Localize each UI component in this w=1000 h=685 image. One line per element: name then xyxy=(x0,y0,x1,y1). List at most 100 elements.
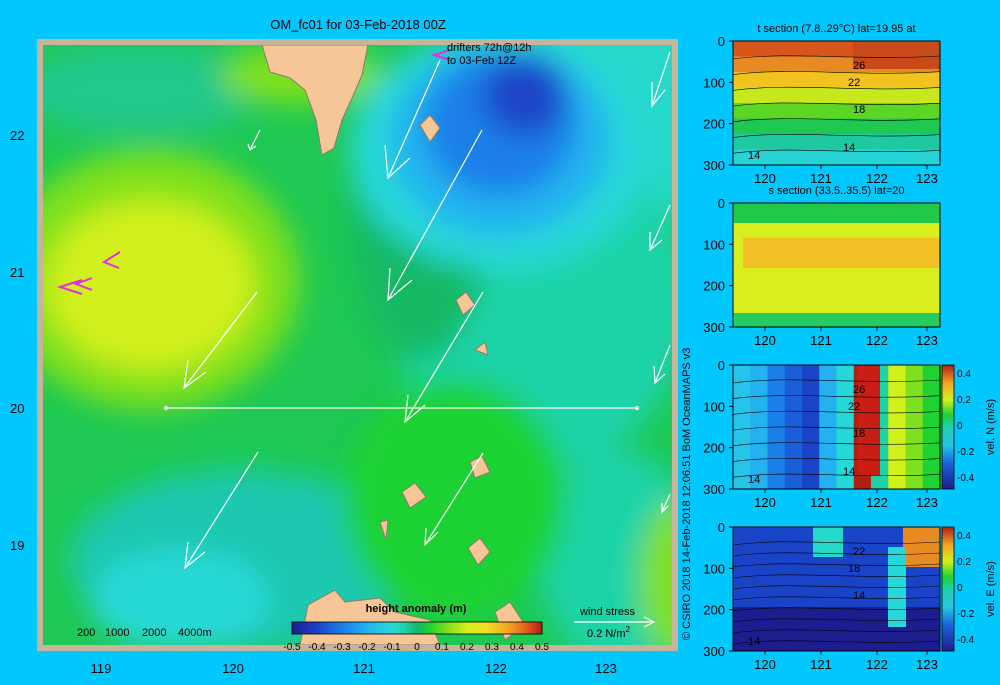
panel-frame xyxy=(732,202,941,328)
colorbar-ticks: -0.5 -0.4 -0.3 -0.2 -0.1 0 0.1 0.2 0.3 0.4 0.5 xyxy=(283,642,549,653)
temp-band xyxy=(733,118,940,135)
panel-x-tick: 122 xyxy=(866,495,888,510)
map-x-tick-120: 120 xyxy=(222,661,244,676)
depth-legend-1000: 1000 xyxy=(105,627,129,639)
contour-line xyxy=(732,585,941,590)
colorbar-tick: 0.3 xyxy=(485,642,499,653)
map-title: OM_fc01 for 03-Feb-2018 00Z xyxy=(270,17,446,32)
map-y-tick-19: 19 xyxy=(10,538,24,553)
map-field: 200 1000 2000 4000m wind stress 0.2 N/m2 xyxy=(43,45,672,645)
contour-label: 14 xyxy=(843,142,855,154)
contour-line xyxy=(732,607,941,612)
wind-stress-label: wind stress xyxy=(579,606,636,618)
velocity-colorbar-tick: 0.4 xyxy=(957,369,971,380)
panel-frame xyxy=(732,526,941,652)
panel-y-tick: 200 xyxy=(703,117,725,132)
panel-x-tick: 121 xyxy=(810,495,832,510)
contour-line xyxy=(732,71,941,76)
colorbar-tick: -0.4 xyxy=(308,642,326,653)
velocity-colorbar-tick: 0.4 xyxy=(957,531,971,542)
drifter-tracks xyxy=(43,49,451,296)
panel-y-tick: 0 xyxy=(718,196,725,211)
island-6 xyxy=(379,519,389,541)
contour-line xyxy=(732,640,941,645)
contour-line xyxy=(732,563,941,568)
velocity-colorbar xyxy=(941,364,955,490)
velocity-colorbar-tick: -0.2 xyxy=(957,609,975,620)
velocity-colorbar-tick: -0.2 xyxy=(957,447,975,458)
velocity-colorbar xyxy=(941,526,955,652)
panel-y-tick: 300 xyxy=(703,644,725,659)
contour-line xyxy=(732,473,941,478)
temp-band xyxy=(733,134,940,151)
section-panel-1: t section (7.8..29°C) lat=19.95 at 0 100 20… xyxy=(703,23,941,186)
panel-x-tick: 121 xyxy=(810,333,832,348)
panel-frame xyxy=(732,364,941,490)
contour-line xyxy=(732,596,941,601)
colorbar-tick: -0.2 xyxy=(358,642,376,653)
contour-label: 14 xyxy=(748,150,760,162)
velocity-band xyxy=(750,365,769,489)
temp-band xyxy=(733,149,940,166)
velocity-band xyxy=(903,527,940,567)
salinity-band xyxy=(743,238,940,268)
colorbar-tick: -0.3 xyxy=(333,642,351,653)
panel-y-tick: 0 xyxy=(718,358,725,373)
velocity-colorbar-tick: 0 xyxy=(957,421,963,432)
panel-x-tick: 123 xyxy=(916,171,938,186)
panel-y-tick: 200 xyxy=(703,279,725,294)
wind-stress-key-head xyxy=(643,616,656,628)
contour-line xyxy=(732,629,941,634)
panel-x-tick: 120 xyxy=(754,171,776,186)
panel-y-tick: 0 xyxy=(718,520,725,535)
velocity-band xyxy=(836,365,855,489)
contour-line xyxy=(732,379,941,384)
velocity-band xyxy=(733,365,752,489)
map-y-tick-21: 21 xyxy=(10,265,24,280)
panel-y-tick: 200 xyxy=(703,603,725,618)
panel-field xyxy=(732,41,941,166)
panel-y-tick: 300 xyxy=(703,482,725,497)
contour-line xyxy=(732,574,941,579)
section-line-start xyxy=(164,406,168,410)
velocity-band xyxy=(888,365,907,489)
panel-y-tick: 0 xyxy=(718,34,725,49)
velocity-colorbar-tick: -0.4 xyxy=(957,635,975,646)
colorbar-tick: 0 xyxy=(414,642,420,653)
contour-line xyxy=(732,541,941,546)
map-x-tick-123: 123 xyxy=(595,661,617,676)
contour-line xyxy=(732,442,941,447)
panel-title: s section (33.5..35.5) lat=20 xyxy=(768,185,904,197)
velocity-band xyxy=(733,607,940,651)
contour-line xyxy=(732,55,941,60)
section-panel-4: 0 100 200 300 120 121 122 123 22 18 14 14 0.4 0.2 0 -0.… xyxy=(703,520,997,672)
panel-x-tick: 121 xyxy=(810,657,832,672)
contour-label: 22 xyxy=(848,77,860,89)
section-panel-2: s section (33.5..35.5) lat=20 0 100 200 300 1… xyxy=(703,185,941,348)
velocity-band xyxy=(858,365,880,475)
map-x-tick-119: 119 xyxy=(91,661,112,676)
island-2 xyxy=(474,341,489,356)
contour-label: 18 xyxy=(853,428,865,440)
temp-band xyxy=(733,103,940,120)
velocity-colorbar-label: vel. N (m/s) xyxy=(985,399,997,455)
contour-label: 18 xyxy=(848,563,860,575)
panel-y-tick: 300 xyxy=(703,158,725,173)
depth-legend-200: 200 xyxy=(77,627,95,639)
island-5 xyxy=(467,537,491,566)
contour-label: 26 xyxy=(853,60,865,72)
section-panel-3: 0 100 200 300 120 121 122 123 26 22 18 14 14 0.4 0.2 0 -… xyxy=(703,358,997,510)
panel-field xyxy=(733,203,940,327)
contour-line xyxy=(732,552,941,557)
panel-y-tick: 100 xyxy=(703,237,725,252)
velocity-colorbar-label: vel. E (m/s) xyxy=(985,561,997,617)
map-x-tick-122: 122 xyxy=(485,661,507,676)
velocity-band xyxy=(905,365,924,489)
contour-line xyxy=(732,410,941,415)
panel-x-tick: 120 xyxy=(754,495,776,510)
panel-x-tick: 123 xyxy=(916,495,938,510)
drifters-label-2: to 03-Feb 12Z xyxy=(447,55,516,67)
island-4 xyxy=(401,482,427,509)
